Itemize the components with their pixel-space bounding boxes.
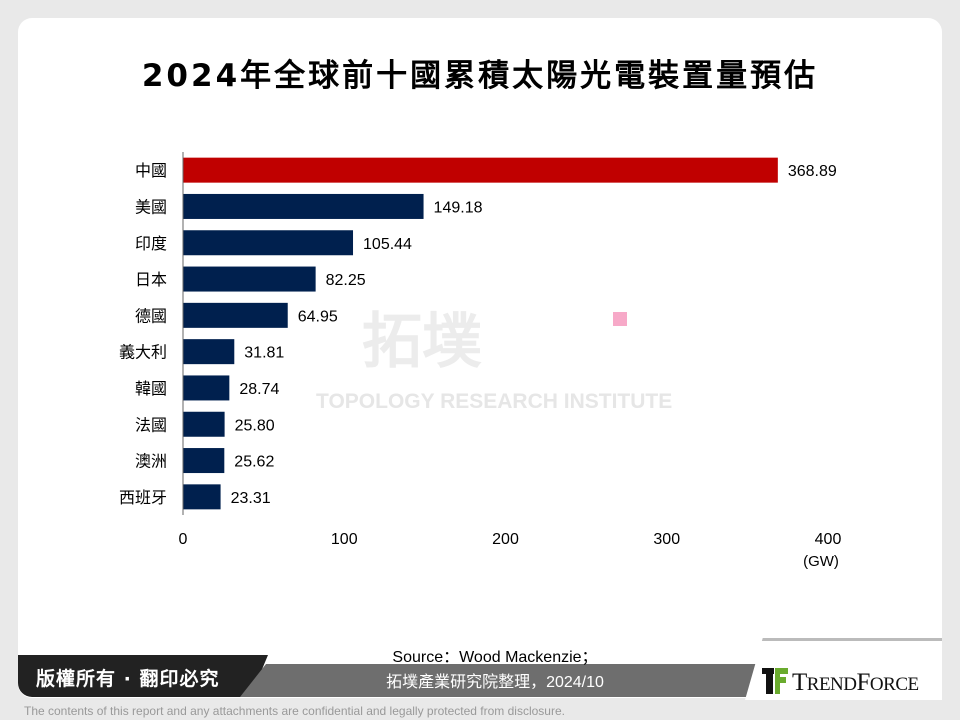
category-label: 日本 bbox=[135, 270, 167, 289]
bar bbox=[183, 375, 230, 401]
data-label: 23.31 bbox=[231, 490, 271, 507]
category-label: 澳洲 bbox=[135, 452, 167, 471]
x-tick-label: 0 bbox=[179, 531, 188, 548]
source-band bbox=[240, 664, 760, 697]
data-label: 28.74 bbox=[239, 381, 279, 398]
bar bbox=[183, 339, 235, 365]
chart-title: 2024年全球前十國累積太陽光電裝置量預估 bbox=[141, 58, 819, 94]
copyright-label: 版權所有 · 翻印必究 bbox=[36, 668, 220, 690]
copyright-band bbox=[18, 655, 268, 697]
x-tick-label: 200 bbox=[492, 531, 519, 548]
category-label: 義大利 bbox=[119, 343, 167, 362]
decorative-square bbox=[613, 312, 627, 326]
data-label: 149.18 bbox=[434, 199, 483, 216]
category-label: 西班牙 bbox=[119, 488, 167, 507]
category-label: 韓國 bbox=[135, 379, 167, 398]
watermark-logo: 拓墣 bbox=[362, 307, 482, 377]
watermark-text: TOPOLOGY RESEARCH INSTITUTE bbox=[316, 390, 673, 413]
category-label: 印度 bbox=[135, 234, 167, 253]
category-label: 法國 bbox=[135, 415, 167, 434]
category-label: 美國 bbox=[135, 197, 167, 216]
slide-card bbox=[18, 18, 942, 698]
data-label: 64.95 bbox=[298, 308, 338, 325]
data-label: 105.44 bbox=[363, 236, 412, 253]
bar bbox=[183, 302, 288, 328]
data-label: 31.81 bbox=[244, 345, 284, 362]
bar bbox=[183, 230, 354, 256]
data-label: 25.80 bbox=[235, 417, 275, 434]
data-label: 25.62 bbox=[234, 454, 274, 471]
x-axis-unit: (GW) bbox=[803, 553, 839, 570]
category-label: 德國 bbox=[135, 306, 167, 325]
category-label: 中國 bbox=[135, 161, 167, 180]
bar bbox=[183, 448, 225, 474]
data-label: 82.25 bbox=[326, 272, 366, 289]
bar bbox=[183, 411, 225, 437]
x-tick-label: 100 bbox=[331, 531, 358, 548]
source-line-2: 拓墣產業研究院整理，2024/10 bbox=[386, 674, 604, 691]
trendforce-logo-text: TRENDFORCE bbox=[792, 669, 919, 696]
x-tick-label: 300 bbox=[653, 531, 680, 548]
source-line-1: Source：Wood Mackenzie； bbox=[392, 649, 598, 666]
bar bbox=[183, 193, 424, 219]
x-tick-label: 400 bbox=[815, 531, 842, 548]
bar bbox=[183, 266, 316, 292]
bar bbox=[183, 484, 221, 510]
bar bbox=[183, 157, 778, 183]
disclaimer: The contents of this report and any atta… bbox=[24, 704, 565, 718]
trendforce-logo-icon bbox=[762, 668, 788, 694]
bar-chart: 中國 368.89 美國 149.18 印度 105.44 日本 82.25 德國 64.95 義大… bbox=[119, 152, 842, 570]
data-label: 368.89 bbox=[788, 163, 837, 180]
